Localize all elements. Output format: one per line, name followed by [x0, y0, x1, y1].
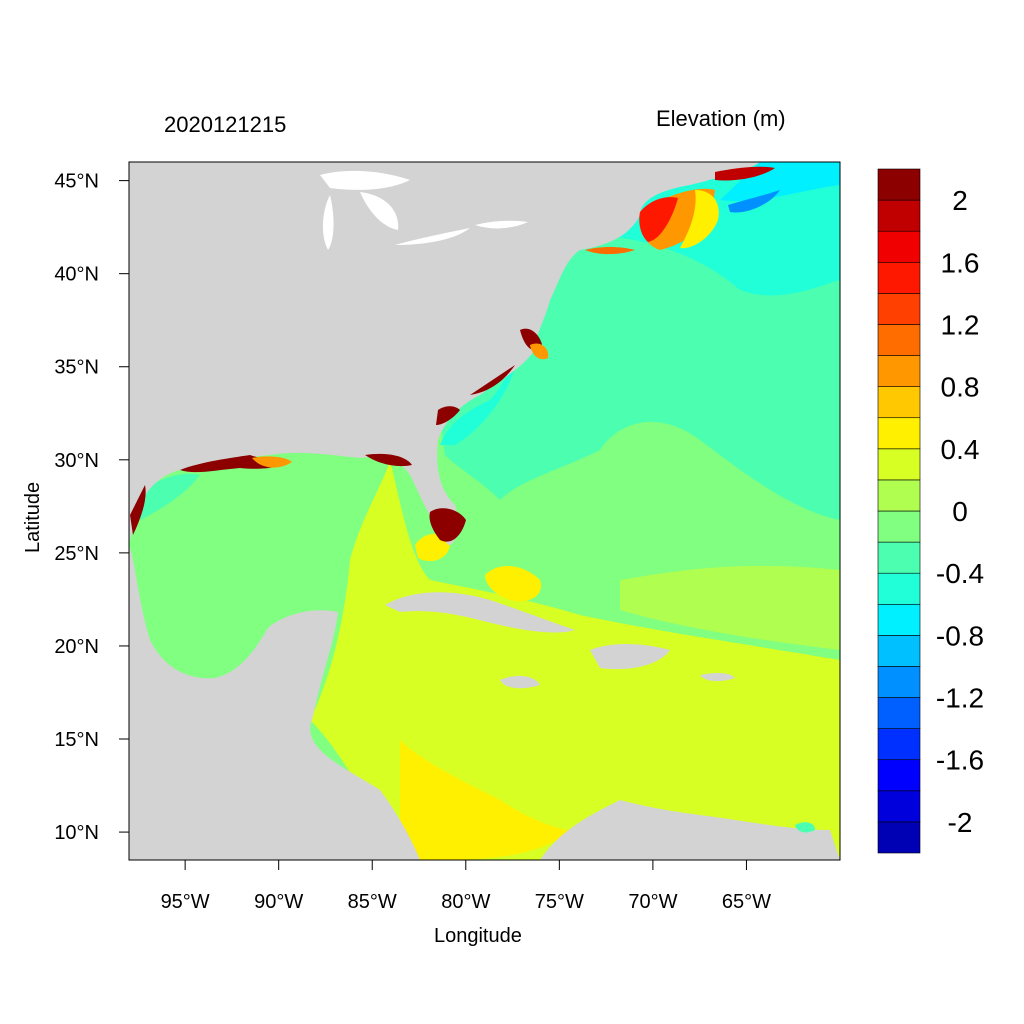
colorbar-segment	[877, 479, 921, 512]
y-tick-label: 35°N	[54, 357, 99, 379]
y-tick-label: 40°N	[54, 264, 99, 286]
x-tick-label: 80°W	[441, 891, 490, 913]
x-tick-label: 75°W	[535, 891, 584, 913]
atlantic-warm-light	[620, 565, 840, 650]
long-island-sound-orange	[585, 247, 635, 255]
y-axis-ticks: 45°N 40°N 35°N 30°N 25°N 20°N 15°N 10°N	[54, 171, 129, 844]
colorbar-tick-label: 0	[952, 496, 968, 527]
colorbar-segment	[877, 386, 921, 419]
texas-coast-surge	[130, 485, 146, 535]
bahamas-yellow	[485, 565, 541, 602]
colorbar-segment	[877, 728, 921, 761]
colorbar-tick-label: -1.2	[936, 683, 984, 714]
south-america-land	[540, 800, 840, 860]
x-tick-label: 85°W	[348, 891, 397, 913]
lake-erie	[395, 228, 470, 245]
date-label: 2020121215	[164, 112, 287, 137]
plot-frame	[128, 161, 841, 861]
georgia-coast-surge	[436, 406, 460, 425]
mexico-central-america-land	[129, 545, 420, 860]
cuba-land	[385, 592, 575, 633]
colorbar-segment	[877, 168, 921, 201]
colorbar-segment	[877, 355, 921, 387]
lake-michigan	[322, 195, 334, 250]
colorbar-segment	[877, 230, 921, 263]
map-field	[129, 162, 840, 860]
y-tick-label: 20°N	[54, 636, 99, 658]
florida-surge-max	[429, 508, 466, 542]
caribbean-elevated-zone	[310, 460, 840, 860]
colorbar-segment	[877, 635, 921, 667]
southeast-coast-cyan	[440, 368, 515, 445]
x-tick-label: 90°W	[254, 891, 303, 913]
colorbar-segment	[877, 261, 921, 294]
gulf-of-maine-red	[639, 197, 678, 242]
x-tick-label: 70°W	[628, 891, 677, 913]
colorbar-segment	[877, 759, 921, 792]
colorbar-segment	[877, 821, 921, 854]
big-bend-surge	[365, 453, 412, 467]
louisiana-surge	[252, 456, 292, 468]
colorbar-segment	[877, 448, 921, 481]
colorbar-segment	[877, 324, 921, 356]
colorbar-segment	[877, 417, 921, 450]
x-axis-label: Longitude	[434, 925, 522, 947]
lake-superior	[320, 170, 410, 190]
venezuela-coast-mint	[795, 822, 815, 833]
colorbar-segment	[877, 666, 921, 698]
colorbar-segment	[877, 790, 921, 823]
colorbar-segment	[877, 293, 921, 325]
y-tick-label: 45°N	[54, 171, 99, 193]
x-axis-ticks: 95°W 90°W 85°W 80°W 75°W 70°W 65°W	[161, 860, 771, 913]
colorbar-tick-label: -0.8	[936, 620, 984, 651]
colombia-basin-yellow	[400, 740, 570, 860]
lake-ontario	[475, 220, 528, 229]
lake-huron	[360, 192, 399, 230]
jamaica-land	[500, 675, 540, 689]
x-tick-label: 95°W	[161, 891, 210, 913]
colorbar: 2 1.6 1.2 0.8 0.4 0 -0.4 -0.8 -1.2 -1.6 -2	[877, 168, 984, 854]
southwest-florida-yellow	[415, 533, 450, 562]
colorbar-segment	[877, 199, 921, 232]
y-tick-label: 10°N	[54, 822, 99, 844]
x-tick-label: 65°W	[722, 891, 771, 913]
north-america-land	[129, 162, 760, 545]
colorbar-tick-label: 0.4	[941, 434, 980, 465]
colorbar-segment	[877, 572, 921, 605]
hispaniola-land	[590, 644, 670, 670]
colorbar-tick-label: 2	[952, 185, 968, 216]
colorbar-segment	[877, 697, 921, 729]
variable-label: Elevation (m)	[656, 106, 786, 131]
colorbar-tick-label: -0.4	[936, 558, 984, 589]
y-tick-label: 25°N	[54, 543, 99, 565]
outer-banks-surge	[530, 343, 549, 360]
bay-of-fundy-red	[715, 166, 775, 181]
gulf-of-maine-yellow	[680, 190, 719, 249]
colorbar-tick-label: 1.6	[941, 247, 980, 278]
colorbar-segment	[877, 603, 921, 636]
colorbar-segment	[877, 510, 921, 543]
colorbar-tick-label: 0.8	[941, 372, 980, 403]
nova-scotia-blue	[728, 190, 780, 213]
puerto-rico-land	[700, 673, 735, 682]
yucatan-land	[268, 610, 338, 720]
y-tick-label: 30°N	[54, 450, 99, 472]
carolina-coast-surge	[470, 365, 515, 395]
colorbar-tick-label: -1.6	[936, 745, 984, 776]
colorbar-tick-label: 1.2	[941, 309, 980, 340]
colorbar-tick-label: -2	[948, 807, 973, 838]
y-tick-label: 15°N	[54, 729, 99, 751]
colorbar-segment	[877, 541, 921, 574]
